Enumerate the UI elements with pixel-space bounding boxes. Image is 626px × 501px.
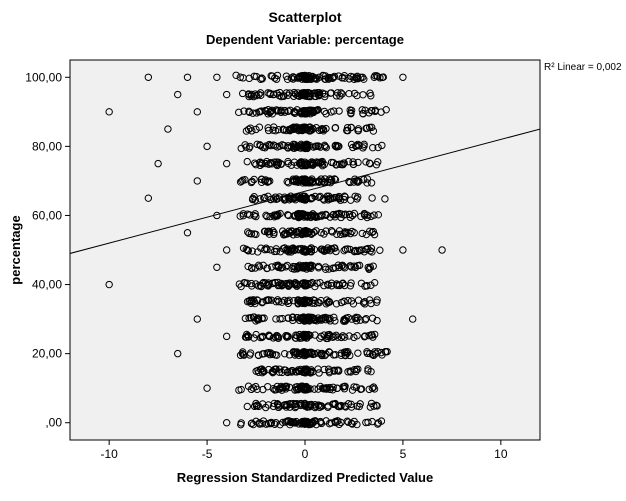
svg-text:Dependent Variable: percentage: Dependent Variable: percentage bbox=[206, 32, 404, 47]
svg-text:100,00: 100,00 bbox=[25, 70, 62, 84]
svg-text:10: 10 bbox=[494, 447, 508, 461]
svg-text:-5: -5 bbox=[202, 447, 213, 461]
svg-text:60,00: 60,00 bbox=[32, 208, 62, 222]
svg-text:percentage: percentage bbox=[8, 215, 23, 284]
svg-text:20,00: 20,00 bbox=[32, 347, 62, 361]
svg-text:Scatterplot: Scatterplot bbox=[268, 9, 341, 25]
svg-text:5: 5 bbox=[400, 447, 407, 461]
svg-text:Regression Standardized Predic: Regression Standardized Predicted Value bbox=[177, 470, 433, 485]
svg-text:R² Linear = 0,002: R² Linear = 0,002 bbox=[544, 62, 622, 73]
svg-text:0: 0 bbox=[302, 447, 309, 461]
svg-text:,00: ,00 bbox=[45, 416, 62, 430]
svg-text:-10: -10 bbox=[100, 447, 118, 461]
svg-text:40,00: 40,00 bbox=[32, 278, 62, 292]
scatterplot: Scatterplot Dependent Variable: percentag… bbox=[0, 0, 626, 501]
svg-text:80,00: 80,00 bbox=[32, 139, 62, 153]
